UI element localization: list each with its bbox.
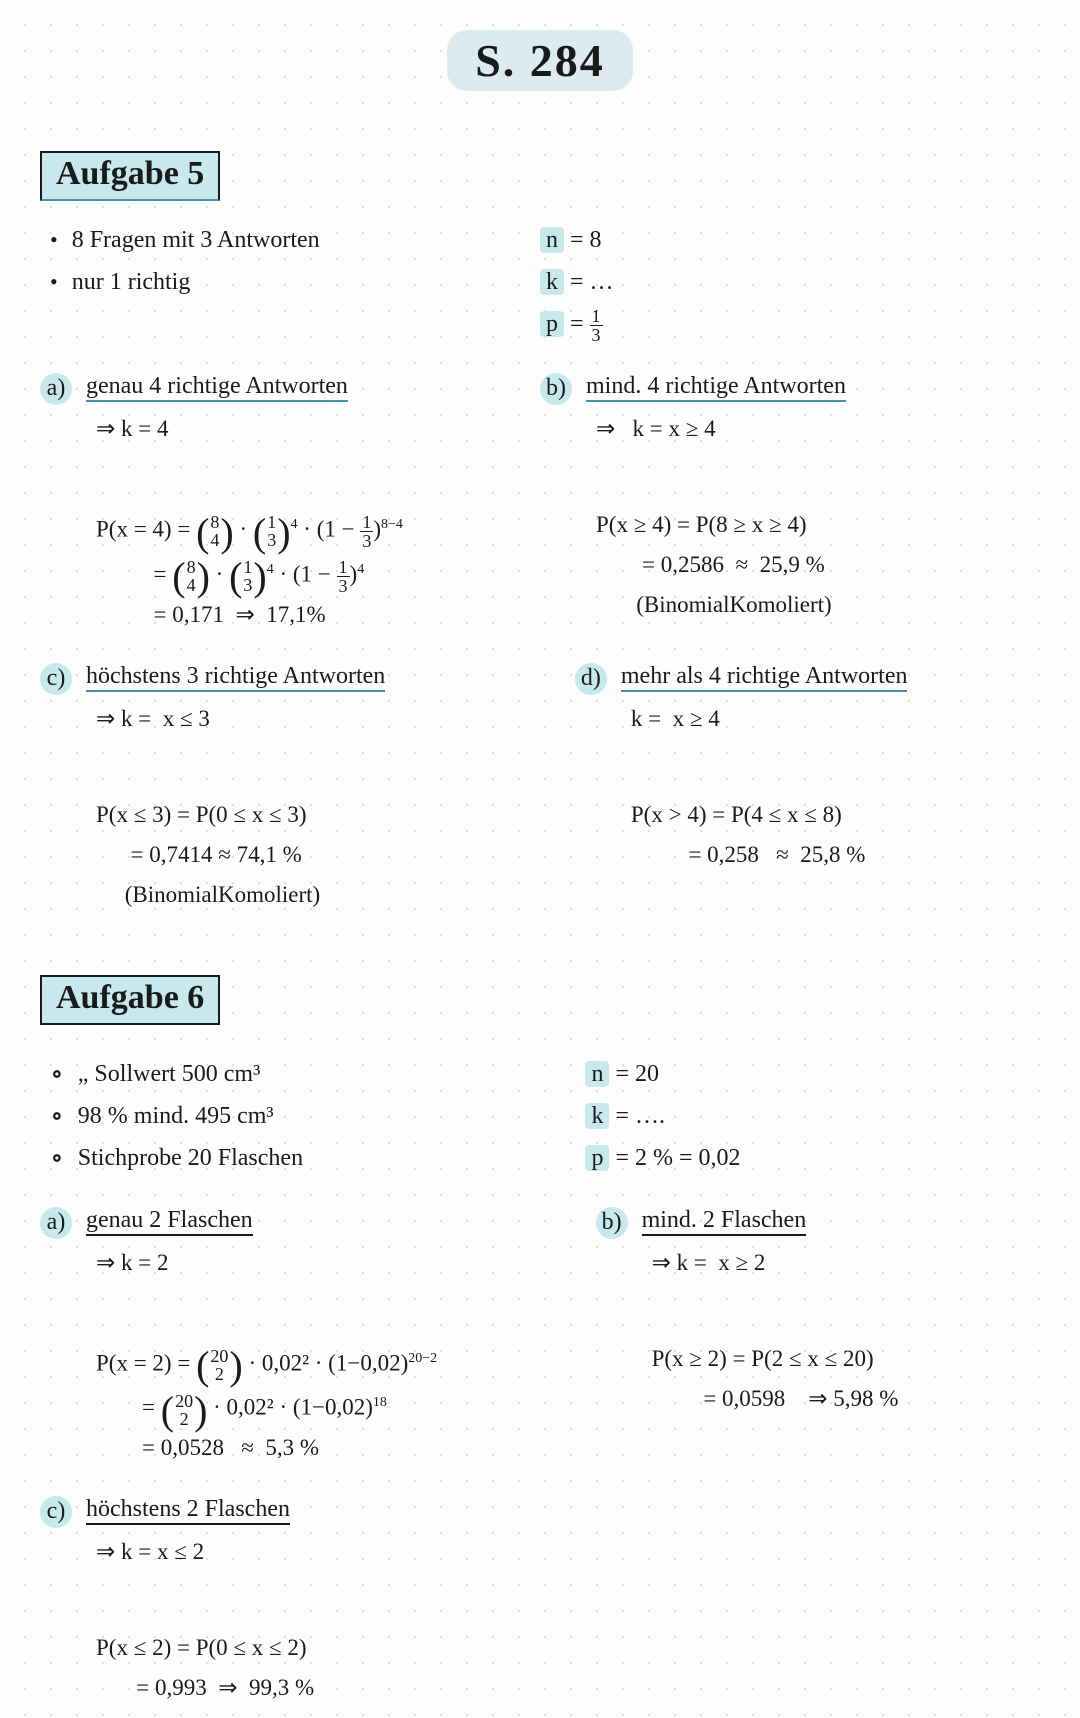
label-b: b) [596,1207,628,1239]
param-k: k [585,1103,609,1129]
bullet: nur 1 richtig [50,261,540,303]
a-head: genau 2 Flaschen [86,1207,253,1236]
aufgabe5-ab-row: a) genau 4 richtige Antworten ⇒ k = 4 P(… [40,373,1040,635]
aufgabe5-d: d) mehr als 4 richtige Antworten k = x ≥… [575,663,1040,915]
b-lines: P(x ≥ 2) = P(2 ≤ x ≤ 20) = 0,0598 ⇒ 5,98… [652,1299,1040,1419]
aufgabe6-a: a) genau 2 Flaschen ⇒ k = 2 P(x = 2) = 2… [40,1207,596,1468]
label-a: a) [40,373,72,405]
aufgabe6-c: c) höchstens 2 Flaschen ⇒ k = x ≤ 2 P(x … [40,1496,1040,1708]
c-head: höchstens 2 Flaschen [86,1496,290,1525]
aufgabe5-intro-row: 8 Fragen mit 3 Antworten nur 1 richtig n… [40,219,1040,345]
page-title: S. 284 [447,30,633,91]
aufgabe5-b: b) mind. 4 richtige Antworten ⇒ k = x ≥ … [540,373,1040,635]
aufgabe5-c: c) höchstens 3 richtige Antworten ⇒ k = … [40,663,575,915]
bullet: „ Sollwert 500 cm³ [50,1053,585,1095]
aufgabe6-b: b) mind. 2 Flaschen ⇒ k = x ≥ 2 P(x ≥ 2)… [596,1207,1040,1468]
b-k: ⇒ k = x ≥ 4 [596,409,1040,449]
a-formula: P(x = 4) = 84 · 134 · (1 − 13)8−4 = 84 ·… [96,465,540,635]
bullet: 98 % mind. 495 cm³ [50,1095,585,1137]
a-formula: P(x = 2) = 202 · 0,02² · (1−0,02)20−2 = … [96,1299,596,1468]
param-n: n [540,227,564,253]
a-head: genau 4 richtige Antworten [86,373,348,402]
label-c: c) [40,1496,72,1528]
a-k: ⇒ k = 4 [96,409,540,449]
aufgabe5-heading: Aufgabe 5 [40,151,220,201]
param-p: p [540,311,564,337]
bullet: 8 Fragen mit 3 Antworten [50,219,540,261]
c-lines: P(x ≤ 2) = P(0 ≤ x ≤ 2) = 0,993 ⇒ 99,3 % [96,1588,1040,1708]
b-head: mind. 2 Flaschen [642,1207,807,1236]
page-title-wrap: S. 284 [40,30,1040,91]
c-lines: P(x ≤ 3) = P(0 ≤ x ≤ 3) = 0,7414 ≈ 74,1 … [96,755,575,915]
b-k: ⇒ k = x ≥ 2 [652,1243,1040,1283]
aufgabe6-params: n = 20 k = …. p = 2 % = 0,02 [585,1053,1040,1179]
label-b: b) [540,373,572,405]
param-p: p [585,1145,609,1171]
b-lines: P(x ≥ 4) = P(8 ≥ x ≥ 4) = 0,2586 ≈ 25,9 … [596,465,1040,625]
d-head: mehr als 4 richtige Antworten [621,663,908,692]
aufgabe-5: Aufgabe 5 8 Fragen mit 3 Antworten nur 1… [40,131,1040,915]
aufgabe5-params: nn = 8 = 8 k = … p = 13 [540,219,1040,345]
aufgabe5-cd-row: c) höchstens 3 richtige Antworten ⇒ k = … [40,663,1040,915]
label-c: c) [40,663,72,695]
d-lines: P(x > 4) = P(4 ≤ x ≤ 8) = 0,258 ≈ 25,8 % [631,755,1040,875]
label-a: a) [40,1207,72,1239]
param-n: n [585,1061,609,1087]
a-k: ⇒ k = 2 [96,1243,596,1283]
aufgabe6-heading: Aufgabe 6 [40,975,220,1025]
aufgabe-6: Aufgabe 6 „ Sollwert 500 cm³ 98 % mind. … [40,955,1040,1708]
label-d: d) [575,663,607,695]
aufgabe5-a: a) genau 4 richtige Antworten ⇒ k = 4 P(… [40,373,540,635]
c-head: höchstens 3 richtige Antworten [86,663,385,692]
aufgabe6-bullets: „ Sollwert 500 cm³ 98 % mind. 495 cm³ St… [40,1053,585,1179]
param-k: k [540,269,564,295]
d-k: k = x ≥ 4 [631,699,1040,739]
c-k: ⇒ k = x ≤ 3 [96,699,575,739]
aufgabe6-ab-row: a) genau 2 Flaschen ⇒ k = 2 P(x = 2) = 2… [40,1207,1040,1468]
aufgabe5-bullets: 8 Fragen mit 3 Antworten nur 1 richtig [40,219,540,303]
aufgabe6-intro-row: „ Sollwert 500 cm³ 98 % mind. 495 cm³ St… [40,1053,1040,1179]
b-head: mind. 4 richtige Antworten [586,373,846,402]
c-k: ⇒ k = x ≤ 2 [96,1532,1040,1572]
bullet: Stichprobe 20 Flaschen [50,1137,585,1179]
